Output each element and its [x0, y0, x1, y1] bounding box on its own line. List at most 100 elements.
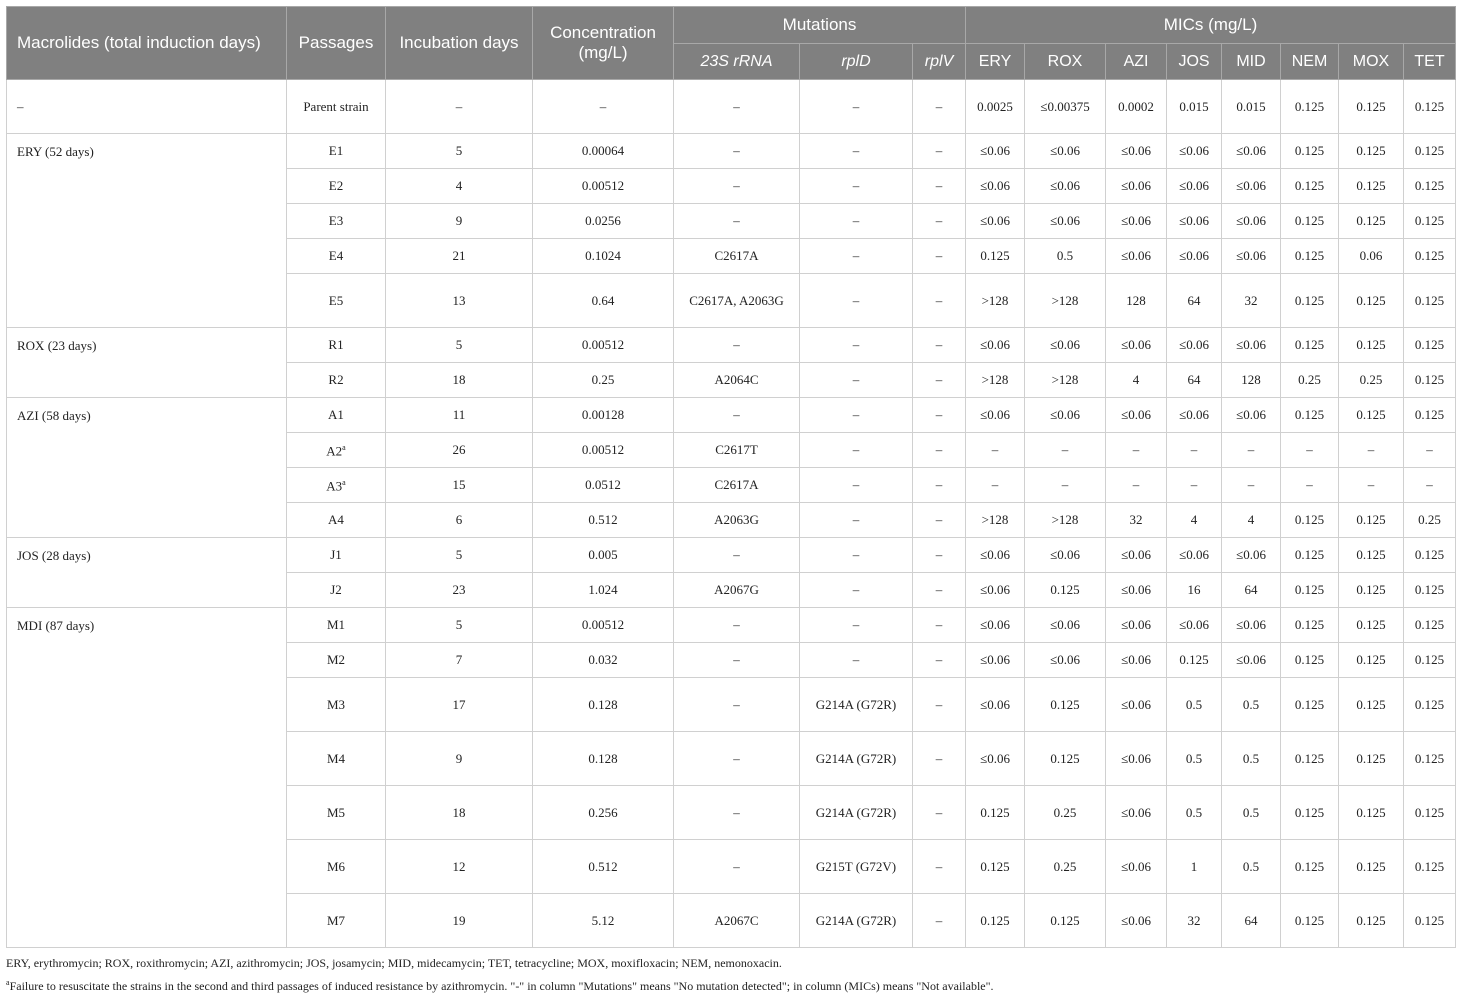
table-row: M2 7 0.032– – – ≤0.06 ≤0.06 ≤0.06 0.125 ≤0.06 0.12…	[7, 642, 1457, 678]
mic-tet-cell: 0.125	[1403, 362, 1457, 398]
header-mutation-1: rplD	[799, 43, 913, 80]
mic-azi-cell: ≤0.06	[1105, 203, 1168, 239]
mic-rox-cell: ≤0.06	[1024, 397, 1107, 433]
rplD-cell: –	[799, 397, 913, 433]
rrna-cell: –	[673, 677, 800, 732]
rplD-cell: –	[799, 327, 913, 363]
rrna-cell: A2067C	[673, 893, 800, 948]
mic-azi-cell: ≤0.06	[1105, 238, 1168, 274]
passage-label: M6	[326, 858, 346, 874]
table-row: R2 18 0.25 A2064C – – >128 >128 4 64 128 0.25 0.25 0.…	[7, 362, 1457, 398]
mic-nem-cell: 0.125	[1280, 642, 1340, 678]
rplV-cell: –	[911, 677, 967, 732]
mic-mid-cell: ≤0.06	[1221, 397, 1282, 433]
mic-ery-cell: ≤0.06	[965, 133, 1026, 169]
mic-ery-cell: ≤0.06	[965, 731, 1026, 786]
mic-nem-cell: 0.125	[1280, 677, 1340, 732]
mic-azi-cell: ≤0.06	[1105, 785, 1168, 840]
mic-nem-cell: 0.125	[1280, 839, 1340, 894]
rrna-cell: A2063G	[673, 502, 800, 538]
mic-azi-cell: ≤0.06	[1105, 677, 1168, 732]
mic-ery-cell: >128	[965, 362, 1026, 398]
rplD-cell: –	[799, 607, 913, 643]
mic-tet-cell: 0.125	[1403, 572, 1457, 608]
table-row: A3a 15 0.0512 C2617A – – – – – – – – – –	[7, 467, 1457, 503]
passage-cell: E2	[286, 168, 386, 204]
passage-cell: A4	[286, 502, 386, 538]
header-mic-mox: MOX	[1338, 43, 1405, 80]
conc-cell: 1.024	[532, 572, 674, 608]
passage-label: Parent strain	[303, 98, 369, 114]
mic-tet-cell: 0.125	[1403, 785, 1457, 840]
passage-label: R2	[328, 372, 344, 387]
table-row: A4 6 0.512 A2063G – – >128 >128 32 4 4 0.125 0.125 0.…	[7, 502, 1457, 538]
mic-ery-cell: ≤0.06	[965, 677, 1026, 732]
table-row: M7 19 5.12 A2067C G214A (G72R) –0.125 0.125 ≤0.…	[7, 893, 1457, 948]
mic-rox-cell: 0.5	[1024, 238, 1107, 274]
table-row: M6 12 0.512– G215T (G72V) –0.125 0.25 ≤0.06 1 0.…	[7, 839, 1457, 894]
days-cell: 5	[385, 133, 533, 169]
conc-cell: 0.00512	[532, 168, 674, 204]
header-mics: MICs (mg/L)	[965, 6, 1457, 44]
conc-cell: –	[532, 79, 674, 134]
mic-mid-cell: ≤0.06	[1221, 168, 1282, 204]
passage-label: E2	[328, 178, 344, 193]
mic-jos-cell: ≤0.06	[1166, 133, 1223, 169]
mic-tet-cell: 0.125	[1403, 79, 1457, 134]
mic-azi-cell: ≤0.06	[1105, 397, 1168, 433]
mic-nem-cell: 0.125	[1280, 203, 1340, 239]
mic-azi-cell: ≤0.06	[1105, 731, 1168, 786]
passage-cell: M2	[286, 642, 386, 678]
mic-nem-cell: 0.25	[1280, 362, 1340, 398]
conc-cell: 0.00512	[532, 607, 674, 643]
group-label: MDI (87 days)	[6, 607, 287, 948]
mic-nem-cell: 0.125	[1280, 607, 1340, 643]
mic-jos-cell: ≤0.06	[1166, 203, 1223, 239]
mic-tet-cell: 0.125	[1403, 168, 1457, 204]
rplV-cell: –	[911, 537, 967, 573]
mic-mid-cell: 0.5	[1221, 839, 1282, 894]
passage-label: M7	[326, 912, 346, 928]
header-mutation-2: rplV	[911, 43, 967, 80]
passage-cell: M7	[286, 893, 386, 948]
mic-nem-cell: 0.125	[1280, 731, 1340, 786]
rplD-cell: G214A (G72R)	[799, 731, 913, 786]
days-cell: 19	[385, 893, 533, 948]
mic-ery-cell: ≤0.06	[965, 327, 1026, 363]
days-cell: 5	[385, 327, 533, 363]
rrna-cell: –	[673, 203, 800, 239]
mic-ery-cell: 0.125	[965, 785, 1026, 840]
passage-label: J1	[330, 547, 342, 562]
rrna-cell: C2617A	[673, 467, 800, 503]
conc-cell: 0.00512	[532, 432, 674, 468]
days-cell: 9	[385, 731, 533, 786]
mic-rox-cell: ≤0.06	[1024, 133, 1107, 169]
rplD-cell: G215T (G72V)	[799, 839, 913, 894]
mic-rox-cell: 0.25	[1024, 785, 1107, 840]
rplV-cell: –	[911, 238, 967, 274]
passage-cell: E3	[286, 203, 386, 239]
rplD-cell: –	[799, 168, 913, 204]
mic-mox-cell: 0.125	[1338, 79, 1405, 134]
conc-cell: 0.00128	[532, 397, 674, 433]
rplV-cell: –	[911, 362, 967, 398]
mic-ery-cell: >128	[965, 502, 1026, 538]
conc-cell: 0.128	[532, 731, 674, 786]
passage-label: E4	[328, 248, 344, 263]
days-cell: –	[385, 79, 533, 134]
passage-label: M3	[326, 696, 346, 712]
table-row: ROX (23 days) R1 5 0.00512– – – ≤0.06 ≤0.06 ≤0.0…	[6, 327, 1457, 398]
mic-tet-cell: 0.125	[1403, 133, 1457, 169]
header-mic-azi: AZI	[1105, 43, 1168, 80]
mic-mid-cell: –	[1221, 432, 1282, 468]
mic-tet-cell: 0.125	[1403, 893, 1457, 948]
header-mic-rox: ROX	[1024, 43, 1107, 80]
days-cell: 21	[385, 238, 533, 274]
rplV-cell: –	[911, 133, 967, 169]
mic-azi-cell: ≤0.06	[1105, 168, 1168, 204]
mic-tet-cell: 0.125	[1403, 642, 1457, 678]
table-row: AZI (58 days) A1 11 0.00128– – – ≤0.06 ≤0.06 ≤0.…	[6, 397, 1457, 538]
mic-jos-cell: ≤0.06	[1166, 327, 1223, 363]
rrna-cell: A2064C	[673, 362, 800, 398]
mic-ery-cell: ≤0.06	[965, 642, 1026, 678]
